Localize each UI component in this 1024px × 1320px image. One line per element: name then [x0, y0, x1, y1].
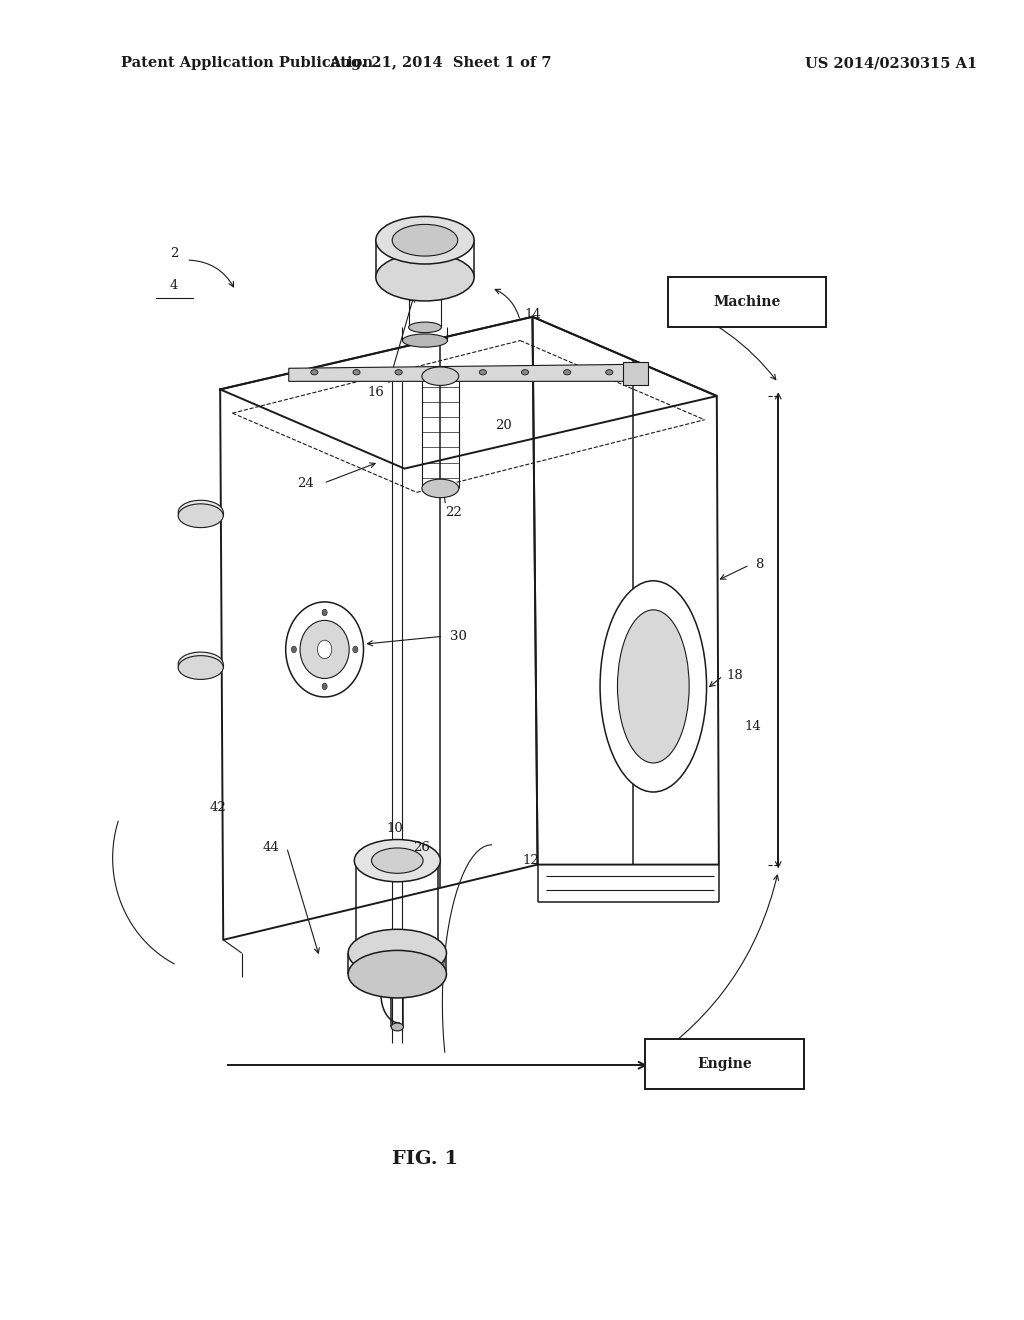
Bar [645, 1039, 804, 1089]
Text: 42: 42 [210, 801, 226, 814]
Ellipse shape [178, 652, 223, 676]
Text: Aug. 21, 2014  Sheet 1 of 7: Aug. 21, 2014 Sheet 1 of 7 [329, 57, 552, 70]
Ellipse shape [311, 370, 317, 375]
Ellipse shape [422, 367, 459, 385]
Text: 22: 22 [445, 506, 462, 519]
Text: 2: 2 [170, 247, 178, 260]
Ellipse shape [563, 370, 570, 375]
Text: 14: 14 [524, 308, 541, 321]
Text: 8: 8 [756, 558, 764, 572]
Ellipse shape [356, 933, 438, 973]
Ellipse shape [391, 1023, 403, 1031]
Ellipse shape [395, 370, 402, 375]
Text: FIG. 1: FIG. 1 [392, 1150, 458, 1168]
Ellipse shape [178, 500, 223, 524]
Polygon shape [289, 364, 635, 381]
FancyBboxPatch shape [623, 362, 648, 385]
Text: 18: 18 [727, 669, 743, 682]
Ellipse shape [352, 645, 358, 652]
Ellipse shape [372, 847, 423, 874]
Text: 24: 24 [297, 477, 313, 490]
Text: US 2014/0230315 A1: US 2014/0230315 A1 [805, 57, 977, 70]
Ellipse shape [521, 370, 528, 375]
Ellipse shape [353, 370, 360, 375]
Ellipse shape [392, 224, 458, 256]
Ellipse shape [178, 656, 223, 680]
Text: Patent Application Publication: Patent Application Publication [121, 57, 373, 70]
Ellipse shape [402, 334, 447, 347]
Text: 14: 14 [744, 719, 761, 733]
Ellipse shape [376, 216, 474, 264]
Text: 10: 10 [387, 822, 403, 836]
Ellipse shape [322, 609, 328, 615]
Ellipse shape [300, 620, 349, 678]
Ellipse shape [348, 929, 446, 977]
Ellipse shape [422, 479, 459, 498]
Ellipse shape [409, 322, 441, 333]
Ellipse shape [178, 504, 223, 528]
Text: Engine: Engine [697, 1057, 752, 1071]
Ellipse shape [292, 645, 297, 652]
Text: 44: 44 [263, 841, 280, 854]
Ellipse shape [606, 370, 612, 375]
Ellipse shape [354, 840, 440, 882]
Text: 20: 20 [496, 418, 512, 432]
Ellipse shape [617, 610, 689, 763]
Ellipse shape [479, 370, 486, 375]
Ellipse shape [322, 684, 328, 689]
Text: Machine: Machine [714, 296, 780, 309]
Ellipse shape [286, 602, 364, 697]
Ellipse shape [600, 581, 707, 792]
Ellipse shape [376, 253, 474, 301]
Ellipse shape [437, 370, 444, 375]
Text: 4: 4 [170, 279, 178, 292]
Ellipse shape [348, 950, 446, 998]
Bar [668, 277, 826, 327]
Ellipse shape [317, 640, 332, 659]
Text: 26: 26 [414, 841, 430, 854]
Text: 16: 16 [368, 385, 384, 399]
Text: 12: 12 [522, 854, 539, 867]
Text: 30: 30 [451, 630, 467, 643]
